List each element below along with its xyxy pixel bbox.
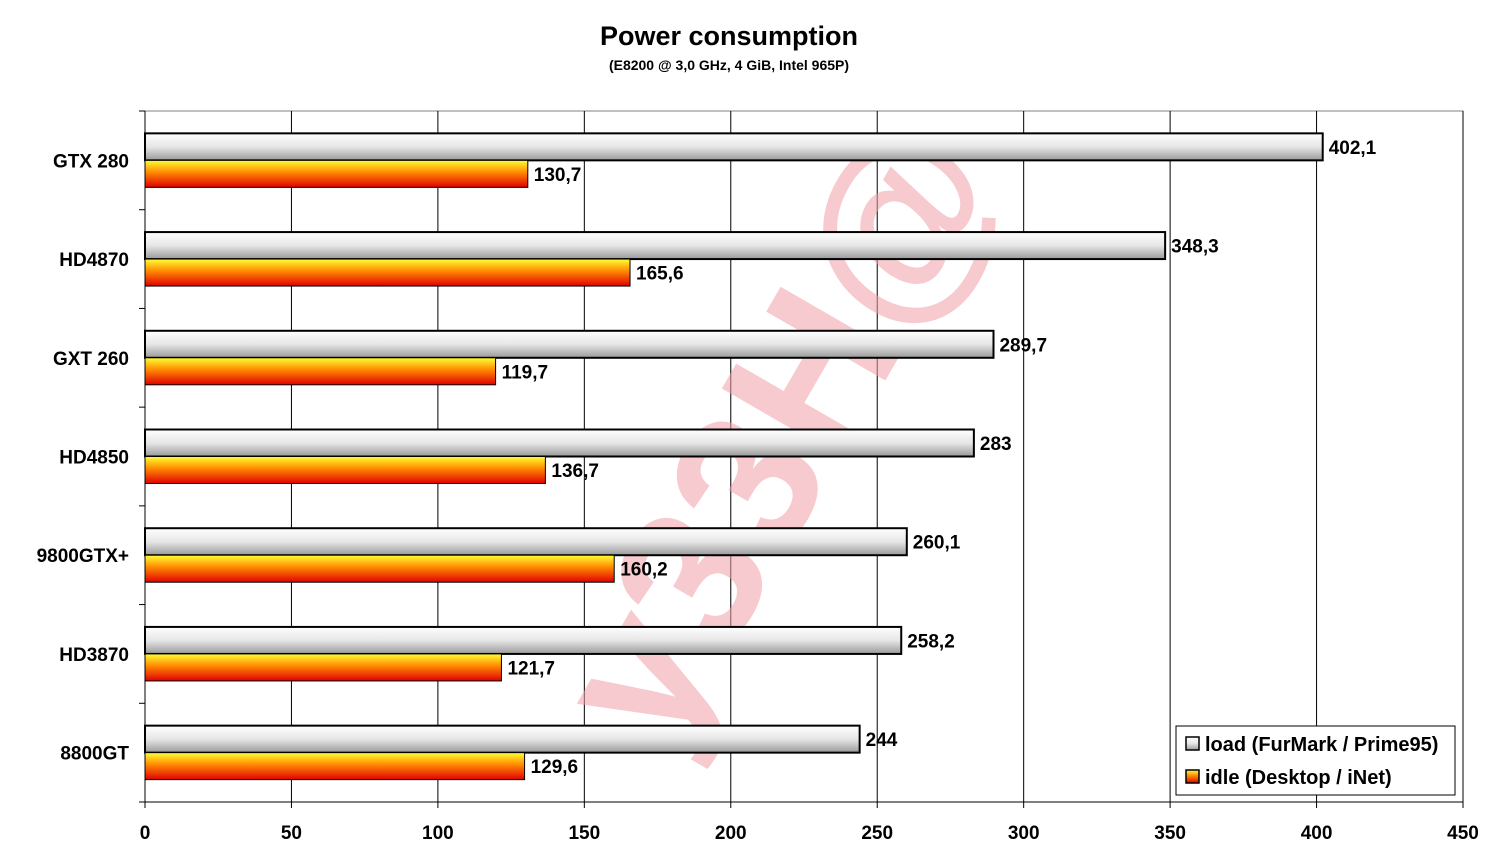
tick-label-x: 350 <box>1154 823 1186 844</box>
bar-load <box>144 132 1324 162</box>
tick-label-x: 400 <box>1301 823 1333 844</box>
bar-load <box>144 231 1167 261</box>
category-label: HD4850 <box>59 448 129 469</box>
category-label: 9800GTX+ <box>37 546 129 567</box>
category-label: 8800GT <box>60 744 129 765</box>
value-label-idle: 129,6 <box>531 757 579 778</box>
value-label-load: 260,1 <box>913 533 961 554</box>
bar-load <box>144 724 861 754</box>
bar-idle <box>144 554 615 583</box>
tick-label-x: 50 <box>281 823 302 844</box>
category-label: HD4870 <box>59 250 129 271</box>
value-label-idle: 119,7 <box>502 362 549 383</box>
value-label-load: 402,1 <box>1329 138 1377 159</box>
tick-label-x: 100 <box>422 823 454 844</box>
bar-idle <box>144 159 529 188</box>
value-label-load: 289,7 <box>999 335 1047 356</box>
legend-label-load: load (FurMark / Prime95) <box>1205 734 1438 756</box>
bar-load <box>144 329 995 359</box>
chart-subtitle: (E8200 @ 3,0 GHz, 4 GiB, Intel 965P) <box>609 57 849 73</box>
chart-title: Power consumption <box>600 21 858 51</box>
bar-idle <box>144 752 526 781</box>
legend: load (FurMark / Prime95) idle (Desktop /… <box>1175 725 1456 796</box>
bar-idle <box>144 456 546 484</box>
value-label-idle: 165,6 <box>636 264 684 285</box>
value-label-load: 348,3 <box>1171 237 1219 258</box>
value-label-idle: 160,2 <box>620 560 668 581</box>
tick-label-x: 150 <box>568 823 600 844</box>
bar-idle <box>144 653 502 682</box>
category-label: GXT 260 <box>53 349 129 370</box>
axes: 0 50 100 150 200 250 300 350 400 450 GTX 280 HD4870… <box>37 110 1479 844</box>
legend-swatch-load <box>1185 736 1200 751</box>
value-label-idle: 121,7 <box>507 658 555 679</box>
legend-swatch-idle <box>1185 769 1200 784</box>
tick-label-x: 300 <box>1008 823 1040 844</box>
tick-label-x: 200 <box>715 823 747 844</box>
value-label-load: 244 <box>866 730 898 751</box>
bar-load <box>144 428 975 458</box>
bar-idle <box>144 357 497 386</box>
tick-label-x: 450 <box>1447 823 1479 844</box>
bar-load <box>144 527 908 557</box>
bar-load <box>144 625 903 655</box>
category-label: GTX 280 <box>53 151 129 172</box>
legend-label-idle: idle (Desktop / iNet) <box>1205 767 1392 789</box>
value-label-idle: 136,7 <box>551 461 599 482</box>
bars: 402,1 130,7 348,3 165,6 289,7 119,7 283 136,7 26… <box>144 132 1377 781</box>
value-label-load: 283 <box>980 434 1012 455</box>
category-label: HD3870 <box>59 645 129 666</box>
legend-box <box>1175 725 1456 796</box>
tick-label-x: 0 <box>140 823 151 844</box>
tick-label-x: 250 <box>861 823 893 844</box>
value-label-load: 258,2 <box>907 631 955 652</box>
value-label-idle: 130,7 <box>534 165 582 186</box>
bar-idle <box>144 258 631 287</box>
